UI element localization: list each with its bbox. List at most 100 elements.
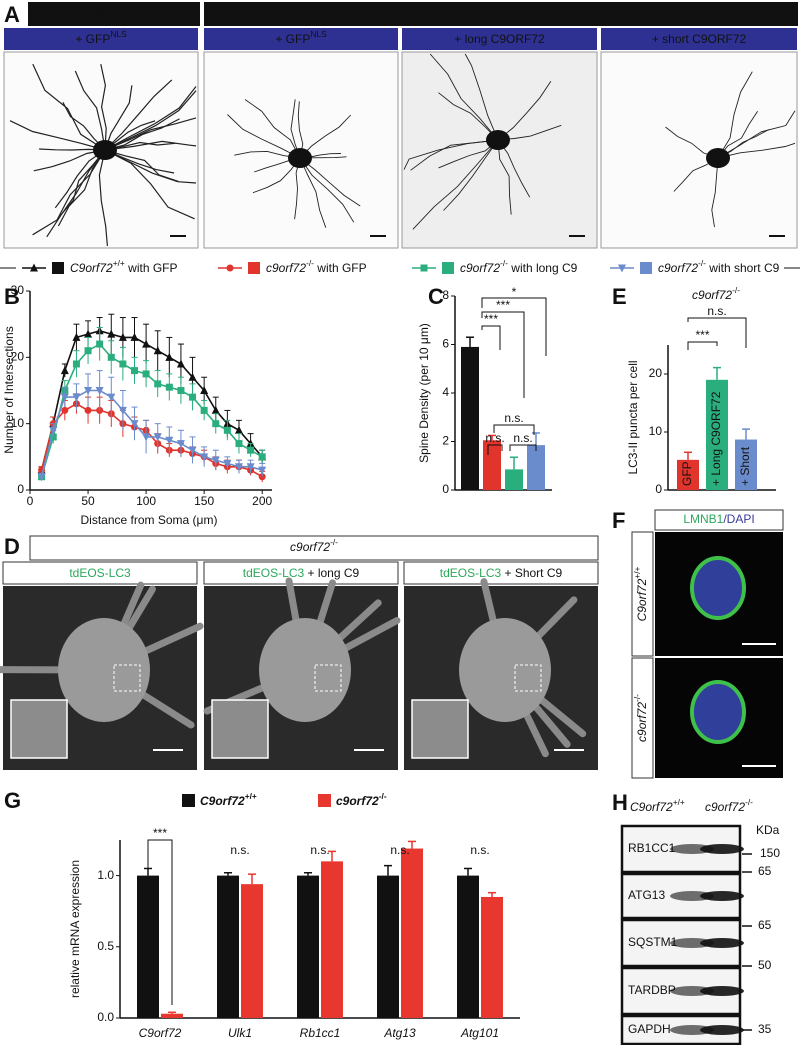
significance-label: n.s. bbox=[504, 411, 523, 425]
legend-label-suffix: with GFP bbox=[314, 261, 367, 275]
image-label-box bbox=[403, 561, 599, 585]
neurite bbox=[104, 85, 133, 151]
legend-swatch bbox=[52, 262, 64, 274]
legend-label-base: c9orf72 bbox=[460, 261, 500, 275]
y-axis-title: relative mRNA expression bbox=[68, 860, 82, 998]
row-label: c9orf72-/- bbox=[632, 694, 649, 742]
neurite bbox=[244, 99, 301, 159]
unit-label: KDa bbox=[756, 823, 780, 837]
marker bbox=[258, 466, 267, 475]
marker bbox=[72, 360, 80, 368]
treatment: + long C9 bbox=[304, 566, 359, 580]
y-tick-label: 0.0 bbox=[97, 1010, 114, 1024]
y-tick-label: 10 bbox=[11, 416, 25, 430]
group-label-base: C9orf72 bbox=[87, 6, 130, 20]
bar bbox=[297, 875, 319, 1018]
neurite bbox=[104, 149, 195, 220]
marker bbox=[211, 456, 220, 465]
significance-bracket bbox=[487, 444, 503, 455]
panel-label: A bbox=[4, 2, 20, 27]
legend-label-sup: -/- bbox=[306, 258, 314, 268]
significance-label: *** bbox=[484, 312, 498, 326]
marker-label: 65 bbox=[758, 864, 772, 878]
category-label: GFP bbox=[680, 461, 694, 486]
condition-label-sup: NLS bbox=[310, 29, 327, 39]
legend-label: c9orf72-/- with long C9 bbox=[460, 258, 578, 275]
condition-label-base: + GFP bbox=[275, 32, 310, 46]
chart-title: c9orf72-/- bbox=[692, 285, 740, 302]
neurite bbox=[717, 142, 796, 159]
condition-bar bbox=[601, 28, 797, 50]
marker bbox=[30, 263, 38, 272]
y-tick-label: 20 bbox=[649, 366, 663, 380]
legend-label-sup: -/- bbox=[379, 791, 387, 801]
legend-swatch bbox=[442, 262, 454, 274]
marker bbox=[200, 453, 209, 462]
cell-body bbox=[459, 618, 551, 722]
legend-label-suffix: with short C9 bbox=[706, 261, 780, 275]
legend-label-base: c9orf72 bbox=[266, 261, 306, 275]
condition-label-base: + GFP bbox=[75, 32, 110, 46]
neurite bbox=[497, 139, 531, 198]
neurite bbox=[429, 53, 499, 141]
cell-body bbox=[58, 618, 150, 722]
bar bbox=[377, 875, 399, 1018]
marker bbox=[618, 264, 626, 273]
bar bbox=[401, 848, 423, 1018]
nucleus bbox=[690, 556, 746, 620]
category-label: + Short bbox=[738, 446, 752, 486]
cell-body bbox=[259, 618, 351, 722]
condition-bar bbox=[4, 28, 198, 50]
group-box bbox=[29, 535, 599, 561]
significance-label: n.s. bbox=[230, 843, 249, 857]
neurite bbox=[104, 86, 197, 151]
marker bbox=[223, 459, 232, 468]
marker bbox=[84, 347, 92, 355]
legend-label-base: c9orf72 bbox=[658, 261, 698, 275]
marker-label: 35 bbox=[758, 1022, 772, 1036]
marker bbox=[200, 386, 209, 394]
y-tick-label: 0 bbox=[655, 482, 662, 496]
bar bbox=[481, 896, 503, 1018]
category-label: + Long C9ORF72 bbox=[709, 391, 723, 486]
condition-label-sup: NLS bbox=[110, 29, 127, 39]
significance-label: n.s. bbox=[513, 431, 532, 445]
neurite bbox=[9, 120, 106, 151]
y-tick-label: 10 bbox=[649, 424, 663, 438]
marker bbox=[49, 426, 58, 435]
bar bbox=[483, 440, 501, 490]
marker bbox=[119, 360, 127, 368]
bar bbox=[505, 469, 523, 490]
band bbox=[700, 844, 744, 854]
bar bbox=[735, 439, 757, 490]
significance-label: *** bbox=[695, 328, 709, 342]
marker bbox=[130, 367, 138, 375]
significance-label: * bbox=[512, 285, 517, 299]
neurite bbox=[54, 149, 106, 209]
bar bbox=[161, 1013, 183, 1018]
header-bar bbox=[204, 2, 798, 26]
panel-label: F bbox=[612, 508, 625, 533]
condition-label: + GFPNLS bbox=[275, 29, 327, 46]
header-bar bbox=[28, 2, 200, 26]
group-label-base: c9orf72 bbox=[476, 6, 516, 20]
significance-bracket bbox=[687, 341, 718, 350]
bar bbox=[217, 875, 239, 1018]
significance-bracket bbox=[481, 297, 547, 356]
y-axis-title: LC3-II puncta per cell bbox=[626, 360, 640, 474]
group-label-sup: -/- bbox=[330, 537, 338, 547]
neurite bbox=[104, 90, 197, 151]
neurite bbox=[104, 140, 197, 151]
band bbox=[700, 986, 744, 996]
marker bbox=[153, 433, 162, 442]
marker bbox=[95, 387, 104, 395]
marker bbox=[212, 420, 220, 428]
soma bbox=[93, 140, 117, 160]
marker bbox=[60, 366, 69, 375]
column-label-sup: +/+ bbox=[673, 797, 685, 807]
marker bbox=[107, 353, 115, 361]
zoom-box bbox=[113, 664, 141, 692]
significance-label: n.s. bbox=[390, 843, 409, 857]
marker bbox=[189, 393, 197, 401]
legend-label: c9orf72-/- with short C9 bbox=[658, 258, 780, 275]
